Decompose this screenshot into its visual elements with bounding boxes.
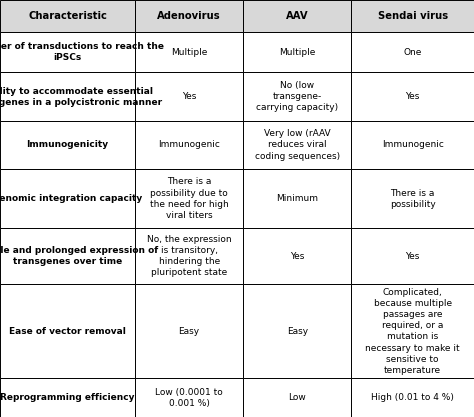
Bar [135,73,243,121]
Bar [351,73,474,121]
Text: No (low
transgene-
carrying capacity): No (low transgene- carrying capacity) [256,81,338,112]
Text: Multiple: Multiple [279,48,315,57]
Bar [0,169,135,228]
Bar [243,228,351,284]
Bar [243,0,351,32]
Bar [243,32,351,73]
Bar [243,73,351,121]
Bar [351,228,474,284]
Bar [351,378,474,417]
Text: Immunogenicity: Immunogenicity [27,141,109,149]
Text: Characteristic: Characteristic [28,11,107,21]
Bar [351,284,474,378]
Text: Immunogenic: Immunogenic [158,141,220,149]
Text: Genomic integration capacity: Genomic integration capacity [0,194,143,203]
Text: One: One [403,48,422,57]
Text: Multiple: Multiple [171,48,207,57]
Bar [0,228,135,284]
Bar [135,284,243,378]
Bar [135,378,243,417]
Text: There is a
possibility: There is a possibility [390,188,436,208]
Text: Easy: Easy [179,327,200,336]
Bar [135,121,243,169]
Text: Yes: Yes [405,92,420,101]
Bar [351,169,474,228]
Text: No, the expression
is transitory,
hindering the
pluripotent state: No, the expression is transitory, hinder… [147,235,231,277]
Bar [0,0,135,32]
Bar [351,121,474,169]
Bar [243,284,351,378]
Bar [243,121,351,169]
Bar [0,284,135,378]
Bar [135,228,243,284]
Text: Minimum: Minimum [276,194,318,203]
Bar [135,169,243,228]
Bar [0,378,135,417]
Bar [243,169,351,228]
Bar [135,32,243,73]
Bar [0,73,135,121]
Text: Adenovirus: Adenovirus [157,11,221,21]
Bar [243,378,351,417]
Text: There is a
possibility due to
the need for high
viral titers: There is a possibility due to the need f… [150,177,228,220]
Text: High (0.01 to 4 %): High (0.01 to 4 %) [371,393,454,402]
Text: Reprogramming efficiency: Reprogramming efficiency [0,393,135,402]
Text: Yes: Yes [290,252,304,261]
Text: Ease of vector removal: Ease of vector removal [9,327,126,336]
Text: Ability to accommodate essential
transgenes in a polycistronic manner: Ability to accommodate essential transge… [0,87,163,107]
Text: Sendai virus: Sendai virus [378,11,447,21]
Text: Immunogenic: Immunogenic [382,141,444,149]
Text: Low (0.0001 to
0.001 %): Low (0.0001 to 0.001 %) [155,388,223,408]
Text: Very low (rAAV
reduces viral
coding sequences): Very low (rAAV reduces viral coding sequ… [255,129,340,161]
Text: AAV: AAV [286,11,309,21]
Text: Easy: Easy [287,327,308,336]
Bar [0,32,135,73]
Text: Yes: Yes [182,92,196,101]
Text: Stable and prolonged expression of
transgenes over time: Stable and prolonged expression of trans… [0,246,158,266]
Text: Yes: Yes [405,252,420,261]
Text: Complicated,
because multiple
passages are
required, or a
mutation is
necessary : Complicated, because multiple passages a… [365,288,460,375]
Bar [351,0,474,32]
Bar [0,121,135,169]
Bar [351,32,474,73]
Text: Number of transductions to reach the
iPSCs: Number of transductions to reach the iPS… [0,42,164,63]
Bar [135,0,243,32]
Text: Low: Low [288,393,306,402]
